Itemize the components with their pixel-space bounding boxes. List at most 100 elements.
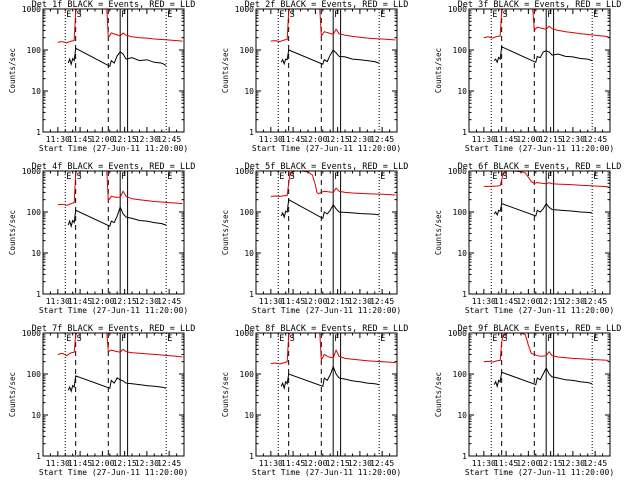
marker-label: S	[77, 10, 82, 20]
y-axis-label: Counts/sec	[434, 210, 443, 255]
x-tick-label: 12:45	[157, 297, 181, 306]
marker-label: S	[290, 334, 295, 344]
series-line-lld	[57, 332, 183, 358]
x-tick-label: 12:45	[583, 297, 607, 306]
chart-title: Det 8f BLACK = Events, RED = LLD	[245, 324, 409, 334]
y-tick-label: 100	[453, 370, 468, 379]
y-tick-label: 1	[36, 128, 41, 137]
y-tick-label: 1000	[448, 5, 467, 14]
marker-label: E	[380, 10, 385, 20]
plot-frame	[468, 332, 611, 457]
marker-label: E	[492, 172, 497, 182]
x-tick-label: 12:15	[326, 297, 350, 306]
y-tick-label: 100	[240, 46, 255, 55]
y-tick-label: 1	[462, 452, 467, 461]
marker-label: F	[334, 10, 339, 20]
x-tick-label: 12:30	[561, 297, 585, 306]
series-line-events	[67, 47, 167, 68]
y-tick-label: 10	[457, 249, 467, 258]
x-tick-label: 12:00	[90, 297, 114, 306]
x-tick-label: 11:30	[259, 297, 283, 306]
series-line-events	[493, 202, 593, 217]
series-line-lld	[57, 170, 183, 206]
x-tick-label: 12:15	[113, 459, 137, 468]
x-tick-label: 12:15	[539, 297, 563, 306]
marker-label: E	[492, 10, 497, 20]
x-tick-label: 12:45	[370, 297, 394, 306]
series-line-events	[493, 46, 593, 64]
chart-title: Det 6f BLACK = Events, RED = LLD	[458, 162, 622, 172]
y-tick-label: 10	[457, 411, 467, 420]
x-tick-label: 12:00	[303, 297, 327, 306]
x-tick-label: 12:45	[157, 459, 181, 468]
marker-label: E	[492, 334, 497, 344]
x-tick-label: 11:45	[68, 297, 92, 306]
series-line-events	[493, 366, 593, 389]
y-tick-label: 1	[249, 128, 254, 137]
x-tick-label: 12:00	[516, 135, 540, 144]
x-tick-label: 11:30	[46, 459, 70, 468]
y-tick-label: 1	[462, 290, 467, 299]
plot-frame	[42, 332, 185, 457]
y-tick-label: 100	[27, 208, 42, 217]
y-tick-label: 10	[31, 87, 41, 96]
y-tick-label: 1000	[235, 167, 254, 176]
y-tick-label: 1	[36, 290, 41, 299]
series-line-lld	[57, 8, 183, 44]
x-tick-label: 12:30	[348, 135, 372, 144]
y-tick-label: 100	[27, 370, 42, 379]
x-tick-label: 12:00	[90, 459, 114, 468]
series-line-lld	[270, 170, 396, 197]
y-tick-label: 100	[27, 46, 42, 55]
series-line-events	[67, 205, 167, 229]
y-axis-label: Counts/sec	[221, 48, 230, 93]
marker-label: F	[334, 334, 339, 344]
plot-frame	[468, 8, 611, 133]
series-line-events	[280, 365, 380, 391]
y-tick-label: 10	[244, 87, 254, 96]
y-tick-label: 100	[240, 208, 255, 217]
x-tick-label: 11:45	[494, 297, 518, 306]
marker-label: S	[290, 10, 295, 20]
x-axis-label: Start Time (27-Jun-11 11:20:00)	[252, 468, 401, 477]
y-axis-label: Counts/sec	[221, 210, 230, 255]
x-axis-label: Start Time (27-Jun-11 11:20:00)	[465, 306, 614, 315]
y-axis-label: Counts/sec	[434, 372, 443, 417]
y-tick-label: 10	[244, 411, 254, 420]
plot-frame	[255, 332, 398, 457]
series-line-lld	[483, 170, 609, 188]
series-line-lld	[483, 332, 609, 363]
x-tick-label: 11:45	[281, 135, 305, 144]
plot-frame	[42, 8, 185, 133]
x-tick-label: 12:45	[370, 135, 394, 144]
x-tick-label: 12:45	[157, 135, 181, 144]
series-line-events	[280, 49, 380, 66]
y-axis-label: Counts/sec	[8, 48, 17, 93]
marker-label: S	[503, 10, 508, 20]
x-tick-label: 12:45	[370, 459, 394, 468]
y-tick-label: 1	[249, 452, 254, 461]
marker-label: F	[334, 172, 339, 182]
marker-label: E	[66, 334, 71, 344]
marker-label: F	[121, 334, 126, 344]
y-tick-label: 1	[462, 128, 467, 137]
plot-frame	[255, 8, 398, 133]
chart-title: Det 2f BLACK = Events, RED = LLD	[245, 0, 409, 10]
marker-label: E	[279, 172, 284, 182]
x-tick-label: 12:30	[561, 459, 585, 468]
x-axis-label: Start Time (27-Jun-11 11:20:00)	[252, 306, 401, 315]
marker-label: E	[66, 10, 71, 20]
y-tick-label: 1000	[22, 329, 41, 338]
y-tick-label: 10	[31, 411, 41, 420]
x-tick-label: 12:30	[135, 297, 159, 306]
marker-label: E	[167, 10, 172, 20]
x-tick-label: 12:15	[113, 135, 137, 144]
y-tick-label: 1000	[235, 5, 254, 14]
series-line-lld	[483, 8, 609, 39]
x-tick-label: 12:00	[90, 135, 114, 144]
